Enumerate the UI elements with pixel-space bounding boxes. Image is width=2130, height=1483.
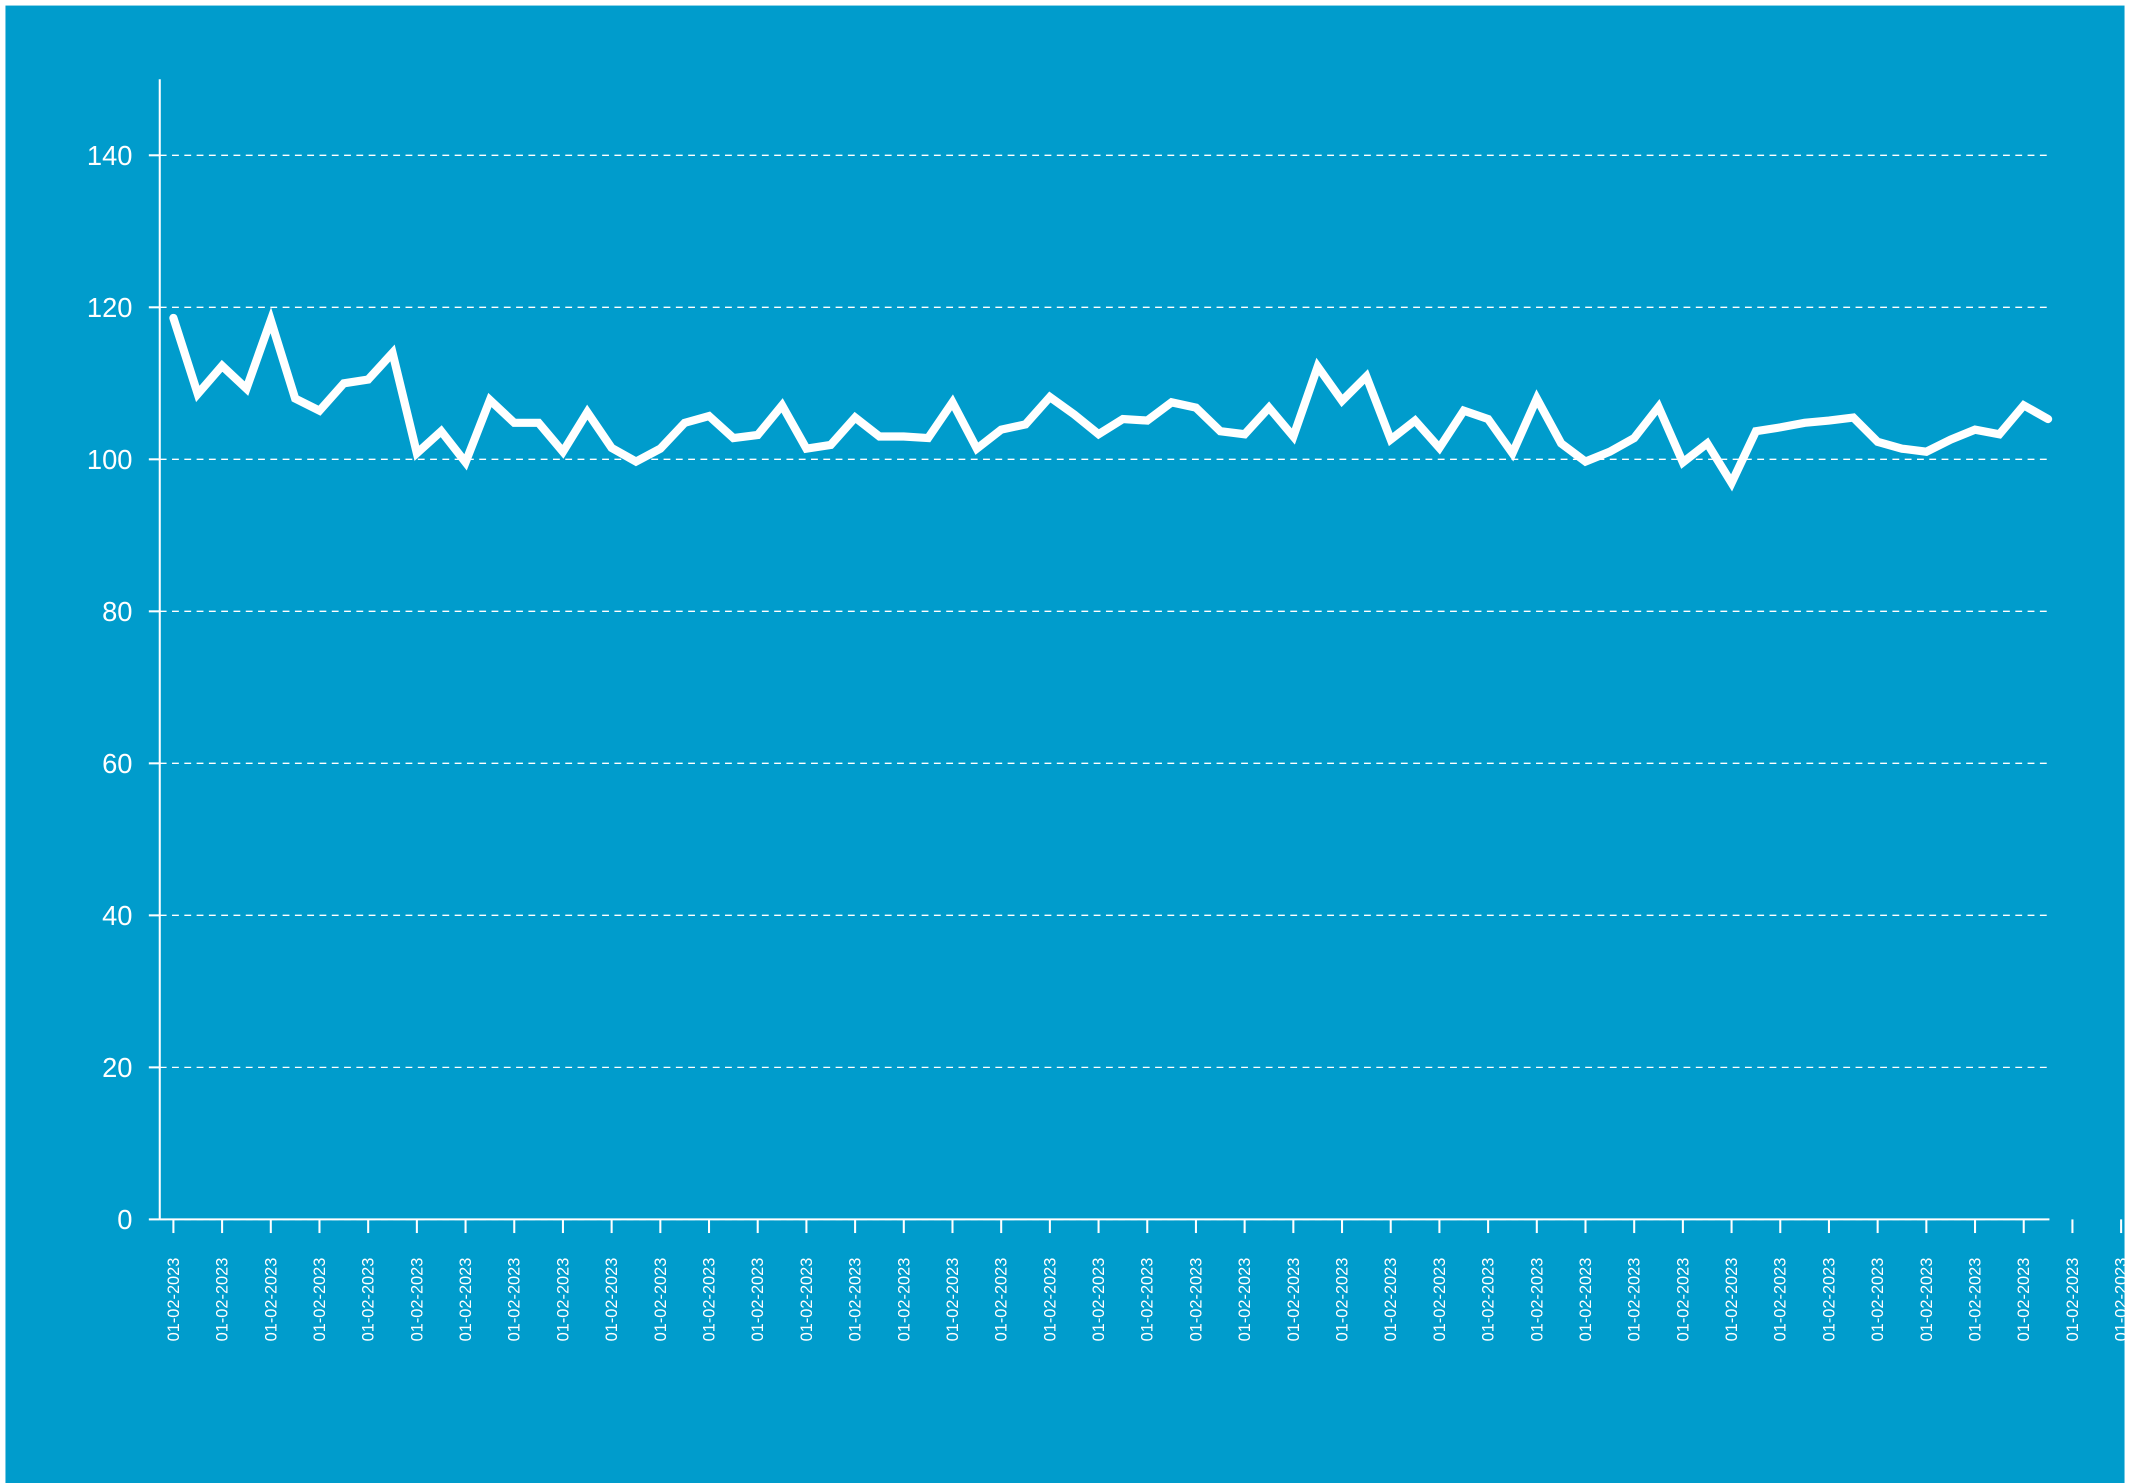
x-tick-label: 01-02-2023 — [1431, 1258, 1449, 1342]
x-tick-label: 01-02-2023 — [1090, 1258, 1108, 1342]
x-tick-label: 01-02-2023 — [1674, 1258, 1692, 1342]
y-tick-label: 100 — [87, 444, 133, 475]
x-tick-label: 01-02-2023 — [1480, 1258, 1498, 1342]
x-tick-label: 01-02-2023 — [408, 1258, 426, 1342]
x-tick-label: 01-02-2023 — [1772, 1258, 1790, 1342]
x-tick-label: 01-02-2023 — [311, 1258, 329, 1342]
y-tick-label: 40 — [102, 900, 132, 931]
x-tick-label: 01-02-2023 — [1382, 1258, 1400, 1342]
background — [5, 5, 2125, 1483]
x-tick-label: 01-02-2023 — [700, 1258, 718, 1342]
x-tick-label: 01-02-2023 — [1820, 1258, 1838, 1342]
x-tick-label: 01-02-2023 — [1918, 1258, 1936, 1342]
y-tick-label: 20 — [102, 1052, 132, 1083]
x-tick-label: 01-02-2023 — [1723, 1258, 1741, 1342]
x-tick-label: 01-02-2023 — [457, 1258, 475, 1342]
x-tick-label: 01-02-2023 — [1333, 1258, 1351, 1342]
x-tick-label: 01-02-2023 — [1041, 1258, 1059, 1342]
x-tick-label: 01-02-2023 — [749, 1258, 767, 1342]
x-tick-label: 01-02-2023 — [1966, 1258, 1984, 1342]
x-tick-label: 01-02-2023 — [1187, 1258, 1205, 1342]
x-tick-label: 01-02-2023 — [360, 1258, 378, 1342]
y-tick-label: 140 — [87, 140, 133, 171]
x-tick-label: 01-02-2023 — [2015, 1258, 2033, 1342]
x-tick-label: 01-02-2023 — [506, 1258, 524, 1342]
x-tick-label: 01-02-2023 — [1285, 1258, 1303, 1342]
x-tick-label: 01-02-2023 — [603, 1258, 621, 1342]
y-tick-label: 0 — [117, 1204, 132, 1235]
x-tick-label: 01-02-2023 — [895, 1258, 913, 1342]
x-tick-label: 01-02-2023 — [1577, 1258, 1595, 1342]
x-tick-label: 01-02-2023 — [2064, 1258, 2082, 1342]
x-tick-label: 01-02-2023 — [993, 1258, 1011, 1342]
x-tick-label: 01-02-2023 — [1869, 1258, 1887, 1342]
x-tick-label: 01-02-2023 — [944, 1258, 962, 1342]
x-tick-label: 01-02-2023 — [554, 1258, 572, 1342]
x-tick-label: 01-02-2023 — [1139, 1258, 1157, 1342]
y-tick-label: 120 — [87, 292, 133, 323]
x-tick-label: 01-02-2023 — [1236, 1258, 1254, 1342]
x-tick-label: 01-02-2023 — [165, 1258, 183, 1342]
x-tick-label: 01-02-2023 — [1528, 1258, 1546, 1342]
x-tick-label: 01-02-2023 — [2113, 1258, 2130, 1342]
data-line — [169, 307, 2053, 492]
x-tick-label: 01-02-2023 — [652, 1258, 670, 1342]
x-tick-label: 01-02-2023 — [214, 1258, 232, 1342]
y-tick-label: 60 — [102, 748, 132, 779]
y-tick-label: 80 — [102, 596, 132, 627]
x-tick-label: 01-02-2023 — [262, 1258, 280, 1342]
x-tick-label: 01-02-2023 — [1626, 1258, 1644, 1342]
x-tick-label: 01-02-2023 — [847, 1258, 865, 1342]
x-tick-label: 01-02-2023 — [798, 1258, 816, 1342]
